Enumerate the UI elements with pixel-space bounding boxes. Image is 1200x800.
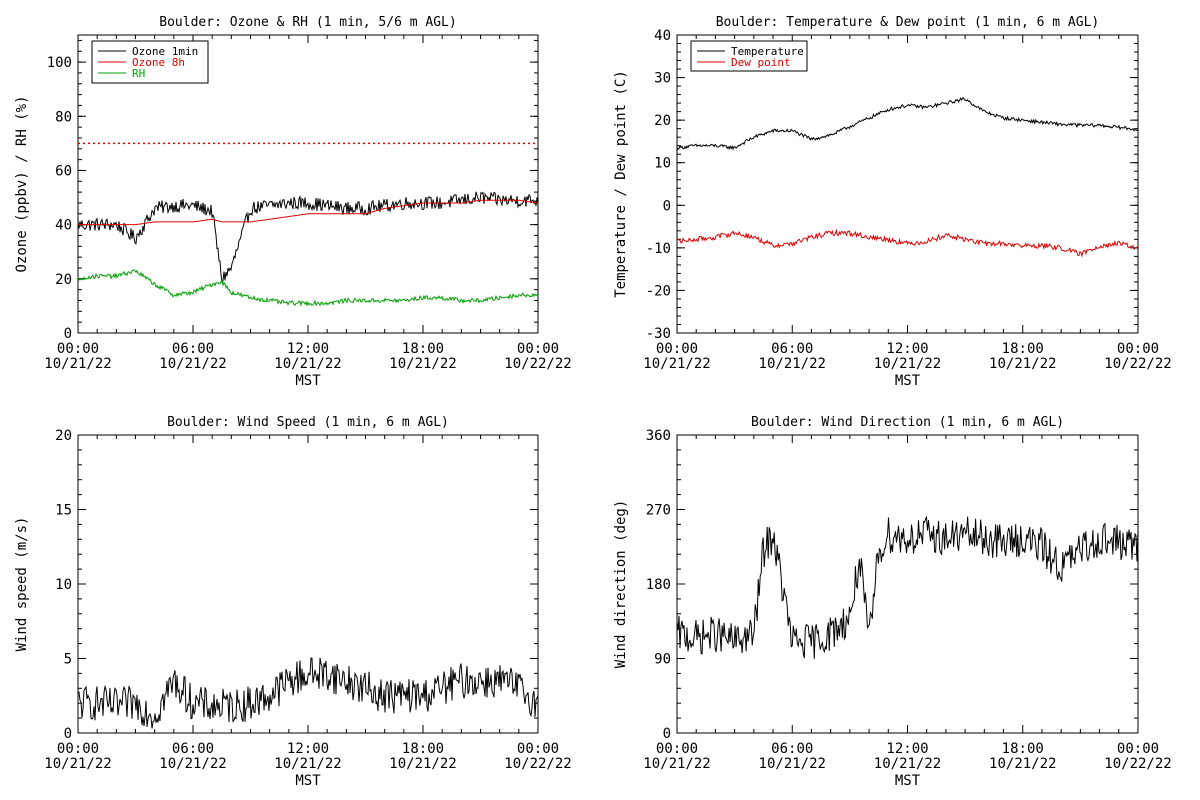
x-tick-time: 00:00: [57, 741, 99, 757]
x-tick-date: 10/21/22: [989, 756, 1056, 772]
series-line-3: [77, 269, 539, 308]
y-tick-label: 90: [654, 652, 671, 668]
chart-title: Boulder: Temperature & Dew point (1 min,…: [716, 15, 1100, 30]
y-tick-label: 60: [55, 163, 72, 179]
y-tick-label: 270: [646, 503, 671, 519]
x-tick-date: 10/21/22: [389, 756, 456, 772]
y-tick-label: 0: [663, 726, 671, 742]
plot-frame: [676, 34, 1139, 334]
x-tick-time: 06:00: [172, 341, 214, 357]
y-tick-label: 180: [646, 577, 671, 593]
x-tick-time: 00:00: [1117, 341, 1159, 357]
x-tick-date: 10/22/22: [1104, 356, 1171, 372]
x-tick-time: 00:00: [656, 741, 698, 757]
x-tick-date: 10/22/22: [1104, 756, 1171, 772]
legend-label: Ozone 1min: [132, 45, 198, 58]
x-tick-time: 00:00: [656, 341, 698, 357]
plot-frame: [676, 434, 1139, 734]
legend-label: RH: [132, 67, 145, 80]
x-tick-date: 10/21/22: [643, 356, 710, 372]
x-tick-date: 10/21/22: [759, 756, 826, 772]
chart-panel-2: Boulder: Temperature & Dew point (1 min,…: [613, 15, 1172, 389]
y-tick-label: 10: [654, 156, 671, 172]
x-tick-time: 06:00: [771, 341, 813, 357]
x-tick-time: 00:00: [57, 341, 99, 357]
x-tick-date: 10/22/22: [504, 356, 571, 372]
x-tick-date: 10/21/22: [874, 356, 941, 372]
series-line-1: [77, 191, 539, 283]
y-tick-label: 40: [654, 28, 671, 44]
y-axis-label: Temperature / Dew point (C): [613, 70, 629, 298]
y-tick-label: -20: [646, 283, 671, 299]
x-tick-time: 00:00: [517, 741, 559, 757]
legend-label: Dew point: [731, 56, 791, 69]
x-axis-label: MST: [295, 373, 321, 389]
x-tick-time: 06:00: [172, 741, 214, 757]
series-line-1: [676, 515, 1139, 659]
y-axis-label: Wind speed (m/s): [14, 517, 30, 652]
series-line-2: [78, 199, 539, 226]
x-tick-time: 00:00: [1117, 741, 1159, 757]
y-axis-label: Ozone (ppbv) / RH (%): [14, 95, 30, 272]
y-tick-label: 100: [47, 55, 72, 71]
x-axis-label: MST: [895, 773, 921, 789]
y-tick-label: 10: [55, 577, 72, 593]
y-tick-label: 20: [55, 272, 72, 288]
x-tick-date: 10/21/22: [989, 356, 1056, 372]
x-tick-date: 10/21/22: [159, 356, 226, 372]
y-tick-label: 30: [654, 71, 671, 87]
y-tick-label: -10: [646, 241, 671, 257]
chart-title: Boulder: Ozone & RH (1 min, 5/6 m AGL): [159, 15, 456, 30]
x-tick-date: 10/21/22: [44, 756, 111, 772]
y-tick-label: -30: [646, 326, 671, 342]
legend-box: [690, 40, 808, 72]
y-tick-label: 0: [663, 198, 671, 214]
x-tick-time: 00:00: [517, 341, 559, 357]
series-line-1: [77, 657, 539, 729]
y-tick-label: 80: [55, 109, 72, 125]
x-tick-date: 10/21/22: [643, 756, 710, 772]
y-tick-label: 0: [64, 326, 72, 342]
x-tick-time: 18:00: [402, 341, 444, 357]
x-tick-date: 10/21/22: [874, 756, 941, 772]
chart-panel-3: Boulder: Wind Speed (1 min, 6 m AGL) 0 5 10…: [14, 415, 572, 789]
x-tick-date: 10/21/22: [389, 356, 456, 372]
x-tick-time: 18:00: [1002, 341, 1044, 357]
legend-label: Temperature: [731, 45, 804, 58]
x-tick-date: 10/21/22: [274, 356, 341, 372]
x-tick-time: 18:00: [1002, 741, 1044, 757]
y-tick-label: 20: [654, 113, 671, 129]
series-line-2: [676, 228, 1139, 258]
chart-panel-1: Boulder: Ozone & RH (1 min, 5/6 m AGL) 0 2…: [14, 15, 572, 389]
x-tick-date: 10/21/22: [159, 756, 226, 772]
x-axis-label: MST: [895, 373, 921, 389]
y-tick-label: 360: [646, 428, 671, 444]
x-tick-time: 12:00: [886, 741, 928, 757]
y-tick-label: 5: [64, 652, 72, 668]
x-tick-date: 10/22/22: [504, 756, 571, 772]
x-tick-time: 06:00: [771, 741, 813, 757]
x-tick-time: 12:00: [287, 341, 329, 357]
y-tick-label: 20: [55, 428, 72, 444]
legend-label: Ozone 8h: [132, 56, 185, 69]
x-tick-time: 12:00: [886, 341, 928, 357]
chart-title: Boulder: Wind Speed (1 min, 6 m AGL): [167, 415, 449, 430]
y-tick-label: 15: [55, 503, 72, 519]
x-axis-label: MST: [295, 773, 321, 789]
x-tick-date: 10/21/22: [759, 356, 826, 372]
chart-title: Boulder: Wind Direction (1 min, 6 m AGL): [751, 415, 1064, 430]
y-tick-label: 0: [64, 726, 72, 742]
chart-panel-4: Boulder: Wind Direction (1 min, 6 m AGL)…: [613, 415, 1172, 789]
x-tick-date: 10/21/22: [274, 756, 341, 772]
x-tick-time: 12:00: [287, 741, 329, 757]
x-tick-time: 18:00: [402, 741, 444, 757]
x-tick-date: 10/21/22: [44, 356, 111, 372]
y-axis-label: Wind direction (deg): [613, 500, 629, 669]
y-tick-label: 40: [55, 218, 72, 234]
series-line-1: [676, 97, 1139, 151]
